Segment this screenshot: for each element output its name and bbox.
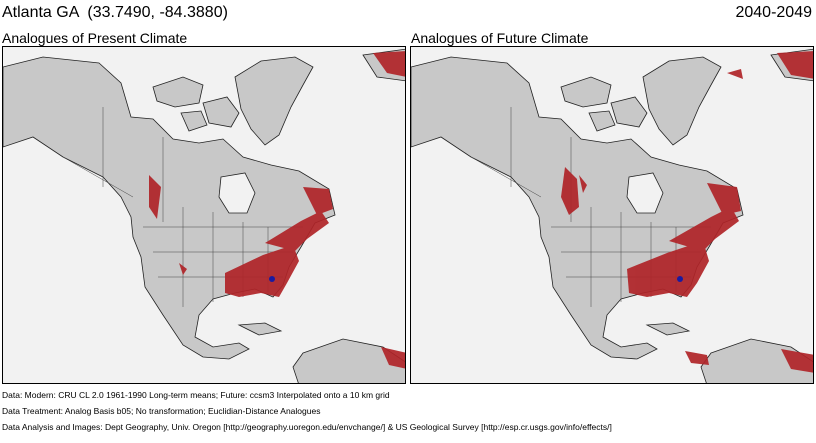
analogue-regions xyxy=(149,51,405,369)
present-climate-map xyxy=(2,46,406,384)
footer-credits: Data Analysis and Images: Dept Geography… xyxy=(2,422,612,432)
period-label: 2040-2049 xyxy=(735,4,812,21)
future-panel-label: Analogues of Future Climate xyxy=(411,30,589,46)
future-climate-map xyxy=(410,46,814,384)
footer-data-treatment: Data Treatment: Analog Basis b05; No tra… xyxy=(2,406,321,416)
present-panel-label: Analogues of Present Climate xyxy=(2,30,188,46)
site-marker-icon xyxy=(269,276,275,282)
footer-data-source: Data: Modern: CRU CL 2.0 1961-1990 Long-… xyxy=(2,390,390,400)
analogue-regions xyxy=(561,51,813,373)
site-marker-icon xyxy=(677,276,683,282)
location-title: Atlanta GA (33.7490, -84.3880) xyxy=(2,4,228,21)
